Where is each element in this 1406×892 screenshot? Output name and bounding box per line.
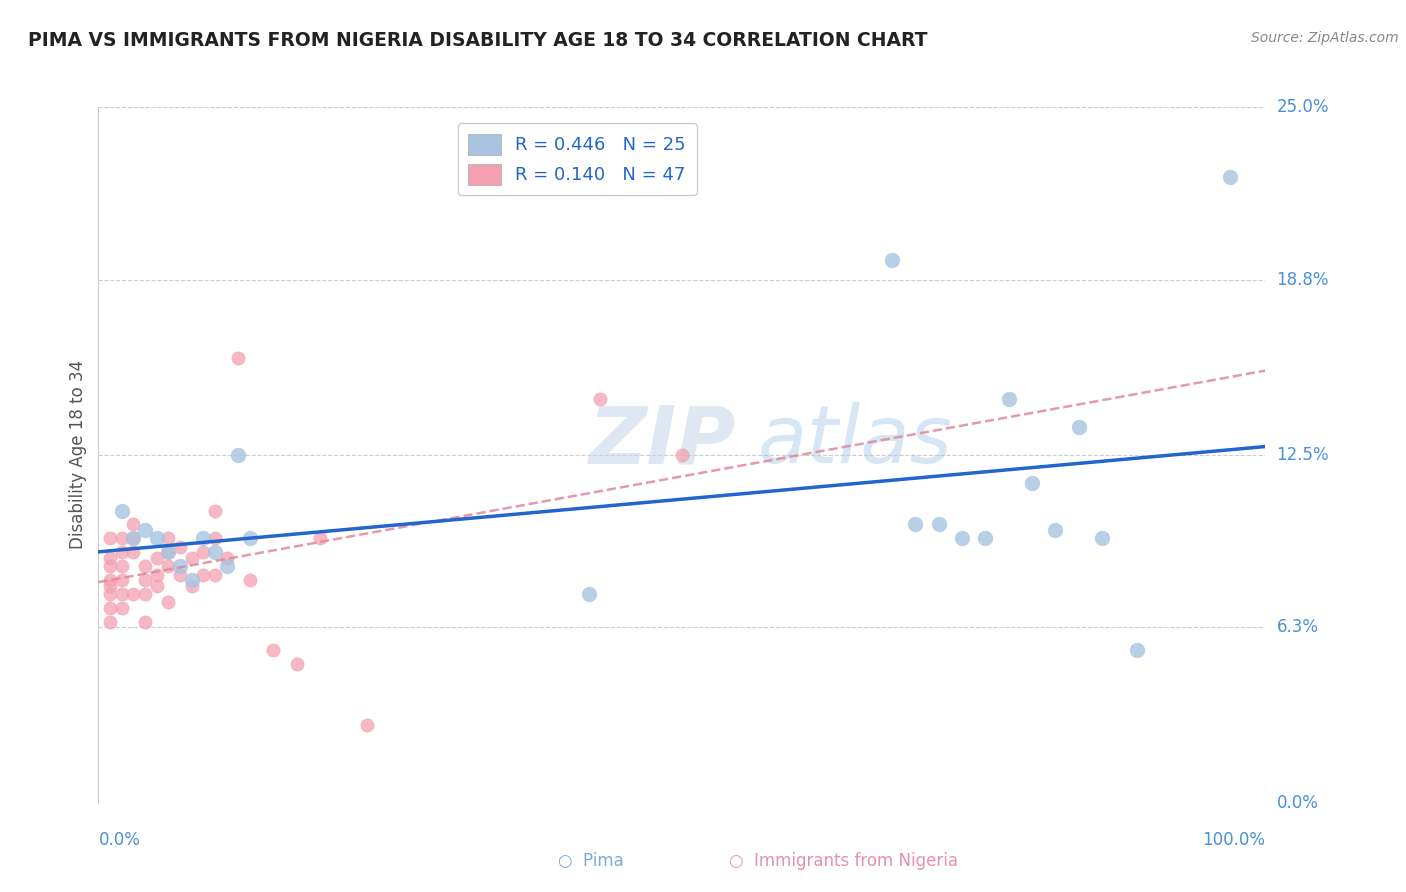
Point (146, 579, 169, 593)
Point (193, 545, 215, 559)
Point (111, 601, 134, 615)
Point (122, 532, 145, 546)
Point (239, 532, 262, 546)
Point (98, 573, 121, 587)
Text: 18.8%: 18.8% (1277, 270, 1329, 289)
Text: ○  Immigrants from Nigeria: ○ Immigrants from Nigeria (730, 852, 957, 870)
Point (950, 532, 973, 546)
Point (1045, 523, 1067, 537)
Text: ○  Pima: ○ Pima (558, 852, 623, 870)
Point (671, 448, 693, 462)
Point (1091, 532, 1114, 546)
Point (204, 567, 226, 582)
Point (122, 532, 145, 546)
Point (134, 573, 156, 587)
Point (157, 595, 180, 609)
Y-axis label: Disability Age 18 to 34: Disability Age 18 to 34 (69, 360, 87, 549)
Text: 100.0%: 100.0% (1202, 830, 1265, 848)
Point (928, 517, 950, 532)
Point (204, 503, 226, 517)
Point (589, 392, 612, 407)
Point (228, 448, 250, 462)
Text: Source: ZipAtlas.com: Source: ZipAtlas.com (1251, 31, 1399, 45)
Text: 6.3%: 6.3% (1277, 618, 1319, 637)
Text: PIMA VS IMMIGRANTS FROM NIGERIA DISABILITY AGE 18 TO 34 CORRELATION CHART: PIMA VS IMMIGRANTS FROM NIGERIA DISABILI… (28, 31, 928, 50)
Point (215, 550, 238, 565)
Point (262, 642, 284, 657)
Point (285, 657, 308, 671)
Point (193, 532, 215, 546)
Point (193, 567, 215, 582)
Point (169, 540, 191, 554)
Point (1126, 642, 1149, 657)
Point (356, 718, 378, 732)
Point (111, 587, 134, 601)
Point (134, 523, 156, 537)
Point (157, 545, 180, 559)
Legend: R = 0.446   N = 25, R = 0.140   N = 47: R = 0.446 N = 25, R = 0.140 N = 47 (457, 123, 697, 195)
Point (228, 351, 250, 365)
Point (169, 567, 191, 582)
Point (98, 579, 121, 593)
Point (111, 545, 134, 559)
Text: atlas: atlas (758, 402, 952, 480)
Point (215, 559, 238, 574)
Point (578, 587, 600, 601)
Point (134, 587, 156, 601)
Text: 25.0%: 25.0% (1277, 98, 1329, 116)
Point (111, 559, 134, 574)
Point (98, 587, 121, 601)
Point (146, 532, 169, 546)
Point (134, 615, 156, 629)
Point (122, 545, 145, 559)
Point (904, 517, 927, 532)
Text: 0.0%: 0.0% (1277, 794, 1319, 812)
Point (204, 532, 226, 546)
Point (111, 532, 134, 546)
Point (157, 545, 180, 559)
Point (157, 532, 180, 546)
Text: 0.0%: 0.0% (98, 830, 141, 848)
Point (111, 573, 134, 587)
Point (134, 559, 156, 574)
Point (98, 550, 121, 565)
Text: ZIP: ZIP (589, 402, 735, 480)
Point (180, 550, 202, 565)
Point (122, 517, 145, 532)
Point (98, 601, 121, 615)
Point (997, 392, 1019, 407)
Point (98, 615, 121, 629)
Point (98, 559, 121, 574)
Point (122, 587, 145, 601)
Point (1219, 169, 1241, 184)
Point (309, 532, 332, 546)
Point (157, 559, 180, 574)
Point (169, 559, 191, 574)
Point (111, 503, 134, 517)
Point (146, 567, 169, 582)
Point (180, 579, 202, 593)
Text: 12.5%: 12.5% (1277, 446, 1329, 464)
Point (146, 550, 169, 565)
Point (880, 253, 903, 268)
Point (1021, 475, 1043, 490)
Point (180, 573, 202, 587)
Point (98, 532, 121, 546)
Point (1067, 420, 1090, 434)
Point (204, 545, 226, 559)
Point (974, 532, 997, 546)
Point (239, 573, 262, 587)
